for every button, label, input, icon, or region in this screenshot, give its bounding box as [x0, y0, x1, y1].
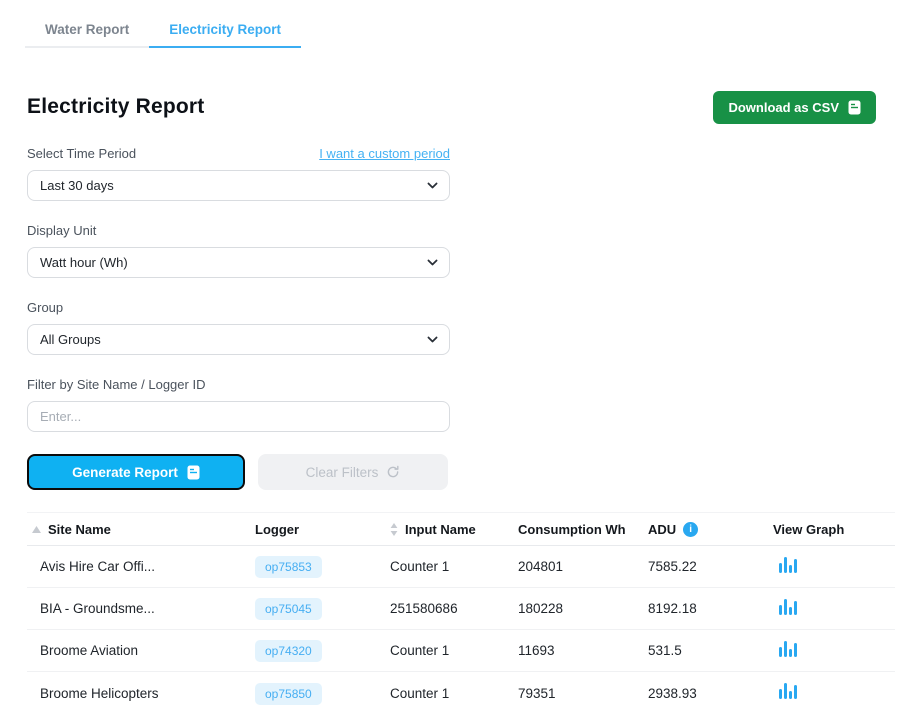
tab-water-report[interactable]: Water Report: [25, 16, 150, 48]
group-select[interactable]: All Groups: [27, 324, 450, 355]
site-filter-field: Filter by Site Name / Logger ID: [27, 377, 450, 432]
view-graph-cell: [773, 556, 895, 577]
site-name-cell: Broome Helicopters: [40, 685, 159, 701]
column-label: Site Name: [48, 521, 111, 537]
view-graph-button[interactable]: [779, 640, 798, 661]
consumption-cell: 79351: [518, 685, 556, 701]
tab-bar: Water Report Electricity Report: [25, 0, 909, 48]
document-icon: [848, 100, 861, 114]
document-icon: [187, 465, 200, 479]
time-period-field: Select Time Period I want a custom perio…: [27, 146, 450, 201]
view-graph-button[interactable]: [779, 683, 798, 703]
title-row: Electricity Report Download as CSV: [27, 90, 876, 124]
logger-cell: op75853: [255, 556, 390, 578]
view-graph-cell: [773, 640, 895, 661]
bar-chart-icon: [779, 556, 797, 573]
consumption-cell: 204801: [518, 559, 564, 574]
logger-badge[interactable]: op74320: [255, 640, 322, 662]
column-header-consumption: Consumption Wh: [518, 522, 648, 537]
time-period-label: Select Time Period: [27, 146, 137, 161]
bar-chart-icon: [779, 640, 797, 657]
adu-cell: 8192.18: [648, 601, 697, 616]
view-graph-button[interactable]: [779, 556, 798, 577]
input-name-cell: Counter 1: [390, 559, 450, 574]
form-actions: Generate Report Clear Filters: [27, 454, 450, 490]
generate-report-button[interactable]: Generate Report: [27, 454, 245, 490]
column-label: ADU: [648, 521, 677, 537]
column-header-input-name[interactable]: Input Name: [390, 522, 518, 537]
table-header: Site Name Logger Input Name Consumption …: [27, 512, 895, 546]
input-name-cell: Counter 1: [390, 643, 450, 658]
bar-chart-icon: [779, 683, 797, 699]
sort-ascending-icon: [32, 525, 41, 533]
column-label: Consumption Wh: [518, 521, 626, 537]
site-name-cell: BIA - Groundsme...: [40, 601, 155, 616]
column-header-site-name[interactable]: Site Name: [27, 522, 255, 537]
refresh-icon: [388, 465, 399, 478]
adu-cell: 2938.93: [648, 685, 697, 701]
column-label: View Graph: [773, 521, 845, 537]
logger-badge[interactable]: op75850: [255, 682, 322, 705]
table-row: BIA - Groundsme... op75045 251580686 180…: [27, 588, 895, 630]
generate-report-label: Generate Report: [72, 464, 178, 480]
table-body: Avis Hire Car Offi... op75853 Counter 1 …: [27, 546, 895, 709]
input-name-cell: Counter 1: [390, 685, 450, 701]
site-name-cell: Broome Aviation: [40, 643, 139, 658]
consumption-cell: 180228: [518, 601, 564, 616]
display-unit-field: Display Unit Watt hour (Wh): [27, 223, 450, 278]
table-row: Avis Hire Car Offi... op75853 Counter 1 …: [27, 546, 895, 588]
group-label: Group: [27, 300, 64, 315]
custom-period-link[interactable]: I want a custom period: [319, 146, 450, 161]
column-label: Logger: [255, 521, 300, 537]
column-header-adu: ADU i: [648, 521, 773, 537]
view-graph-cell: [773, 683, 895, 703]
page-title: Electricity Report: [27, 95, 205, 118]
display-unit-select[interactable]: Watt hour (Wh): [27, 247, 450, 278]
download-csv-button[interactable]: Download as CSV: [713, 90, 876, 124]
column-header-logger: Logger: [255, 522, 390, 537]
report-table: Site Name Logger Input Name Consumption …: [27, 512, 895, 709]
logger-cell: op75850: [255, 682, 390, 705]
adu-cell: 531.5: [648, 643, 682, 658]
adu-cell: 7585.22: [648, 559, 697, 574]
logger-cell: op75045: [255, 598, 390, 620]
group-field: Group All Groups: [27, 300, 450, 355]
site-filter-input[interactable]: [27, 401, 450, 432]
logger-cell: op74320: [255, 640, 390, 662]
display-unit-label: Display Unit: [27, 223, 97, 238]
site-name-cell: Avis Hire Car Offi...: [40, 559, 156, 574]
time-period-select[interactable]: Last 30 days: [27, 170, 450, 201]
logger-badge[interactable]: op75045: [255, 598, 322, 620]
view-graph-button[interactable]: [779, 598, 798, 619]
table-row: Broome Aviation op74320 Counter 1 11693 …: [27, 630, 895, 672]
input-name-cell: 251580686: [390, 601, 458, 616]
view-graph-cell: [773, 598, 895, 619]
bar-chart-icon: [779, 598, 797, 615]
download-csv-label: Download as CSV: [728, 99, 839, 115]
sort-both-icon: [390, 522, 398, 536]
clear-filters-button[interactable]: Clear Filters: [258, 454, 448, 490]
consumption-cell: 11693: [518, 643, 555, 658]
info-icon[interactable]: i: [683, 521, 699, 537]
logger-badge[interactable]: op75853: [255, 556, 322, 578]
filter-form: Select Time Period I want a custom perio…: [27, 146, 450, 490]
tab-electricity-report[interactable]: Electricity Report: [149, 16, 302, 48]
clear-filters-label: Clear Filters: [305, 464, 379, 480]
site-filter-label: Filter by Site Name / Logger ID: [27, 377, 206, 392]
column-header-view-graph: View Graph: [773, 522, 895, 537]
table-row: Broome Helicopters op75850 Counter 1 793…: [27, 672, 895, 709]
column-label: Input Name: [405, 521, 476, 537]
